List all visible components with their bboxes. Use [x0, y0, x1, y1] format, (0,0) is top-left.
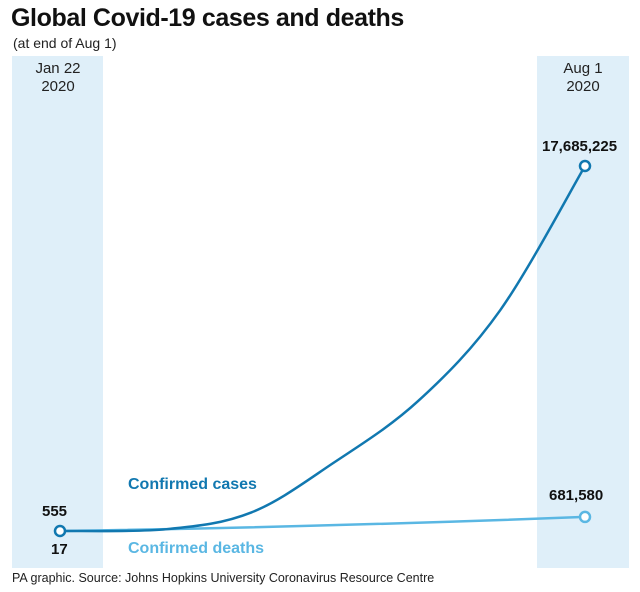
start-date-band: [12, 56, 103, 568]
cases-start-value: 555: [42, 503, 68, 520]
deaths-start-value: 17: [51, 541, 68, 558]
confirmed-cases-label: Confirmed cases: [128, 476, 257, 493]
cases-end-point: [578, 159, 592, 173]
start-date-line2: 2020: [41, 78, 75, 95]
source-note: PA graphic. Source: Johns Hopkins Univer…: [12, 571, 435, 585]
deaths-end-value: 681,580: [549, 487, 604, 504]
confirmed-deaths-line: [58, 515, 587, 533]
start-date-line1: Jan 22: [35, 60, 81, 77]
chart-title: Global Covid-19 cases and deaths: [11, 4, 404, 32]
start-date-label: Jan 22 2020: [12, 60, 104, 96]
end-date-line2: 2020: [566, 78, 600, 95]
confirmed-cases-line: [58, 164, 587, 533]
end-date-band: [537, 56, 629, 568]
end-date-label: Aug 1 2020: [537, 60, 629, 96]
deaths-end-point: [578, 510, 592, 524]
cases-end-value: 17,685,225: [542, 138, 618, 155]
chart-subtitle: (at end of Aug 1): [13, 35, 117, 51]
end-date-line1: Aug 1: [563, 60, 603, 77]
confirmed-deaths-label: Confirmed deaths: [128, 540, 265, 557]
cases-start-point: [53, 524, 67, 538]
